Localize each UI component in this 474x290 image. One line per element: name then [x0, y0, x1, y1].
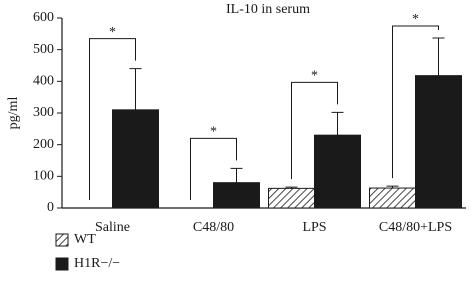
legend-label: WT: [74, 232, 96, 247]
y-tick-label: 300: [33, 105, 54, 120]
legend-swatch: [55, 257, 69, 271]
legend-swatch: [55, 233, 69, 247]
significance-label: *: [412, 12, 419, 27]
legend-label: H1R−/−: [74, 256, 120, 271]
bar: [369, 187, 416, 209]
error-bar: [230, 167, 243, 183]
significance-label: *: [109, 25, 116, 40]
significance-bracket: [89, 38, 136, 200]
bar: [415, 75, 462, 209]
y-tick-label: 100: [33, 169, 54, 184]
significance-bracket: [291, 81, 338, 180]
significance-label: *: [311, 69, 318, 84]
bar: [213, 182, 260, 209]
x-tick-label: Saline: [95, 220, 130, 235]
error-bar: [386, 185, 399, 189]
error-bar: [432, 37, 445, 76]
x-tick-label: C48/80: [193, 220, 234, 235]
y-axis-label: pg/ml: [6, 97, 21, 130]
bar: [268, 187, 315, 209]
y-tick-label: 600: [33, 10, 54, 25]
error-bar: [129, 68, 142, 110]
significance-label: *: [210, 125, 217, 140]
significance-bracket: [392, 25, 439, 179]
chart-title: IL-10 in serum: [226, 2, 310, 17]
y-tick-label: 0: [47, 200, 54, 215]
bar: [314, 134, 361, 209]
x-tick-label: LPS: [302, 220, 326, 235]
error-bar: [285, 186, 298, 189]
y-tick-label: 200: [33, 137, 54, 152]
bar: [112, 109, 159, 209]
error-bar: [331, 111, 344, 136]
x-tick-label: C48/80+LPS: [379, 220, 452, 235]
y-tick-label: 400: [33, 74, 54, 89]
significance-bracket: [190, 137, 237, 200]
y-tick-label: 500: [33, 42, 54, 57]
